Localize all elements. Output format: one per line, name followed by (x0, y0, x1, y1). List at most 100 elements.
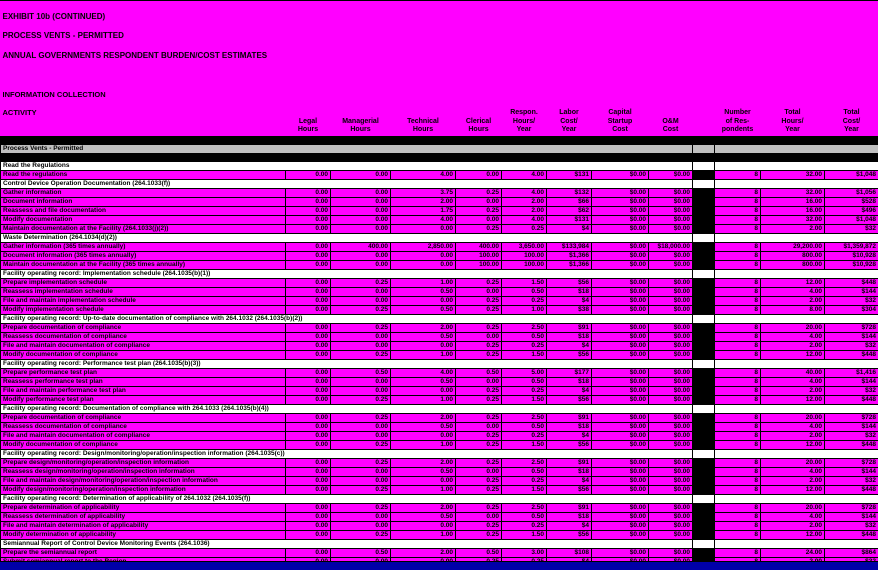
value-cell: $0.00 (591, 475, 649, 486)
exhibit-title: EXHIBIT 10b (CONTINUED) (2, 11, 106, 21)
value-cell: $18 (546, 376, 592, 387)
value-cell: 5.00 (501, 367, 547, 378)
value-cell: 2.50 (501, 502, 547, 513)
gap-cell (692, 367, 715, 378)
value-cell: 0.00 (330, 205, 391, 216)
value-cell: 0.25 (455, 475, 502, 486)
value-cell: 8 (714, 385, 761, 396)
value-cell: $144 (824, 286, 878, 297)
section-title: Facility operating record: Performance t… (0, 358, 693, 369)
value-cell: $177 (546, 367, 592, 378)
value-cell: $0.00 (648, 223, 693, 234)
value-cell: 12.00 (760, 484, 825, 495)
value-cell: $144 (824, 466, 878, 477)
value-cell: 0.00 (285, 430, 331, 441)
table-row: Reassess documentation of compliance 0.00… (0, 331, 878, 342)
value-cell: $0.00 (648, 322, 693, 333)
col-header-technical-hours: Technical Hours (390, 1, 456, 136)
gap-cell (692, 205, 715, 216)
value-cell: 0.25 (330, 277, 391, 288)
value-cell: 2.00 (390, 547, 456, 558)
value-cell: $32 (824, 340, 878, 351)
gap-cell (692, 493, 715, 504)
value-cell: 0.00 (285, 169, 331, 180)
value-cell: 8 (714, 457, 761, 468)
value-cell: $0.00 (591, 457, 649, 468)
value-cell: 0.50 (390, 376, 456, 387)
gap-cell (692, 295, 715, 306)
activity-cell: File and maintain documentation of compl… (0, 430, 286, 441)
value-cell: $1,048 (824, 214, 878, 225)
value-cell: 0.25 (501, 475, 547, 486)
value-cell: $10,928 (824, 259, 878, 270)
value-cell: 100.00 (455, 259, 502, 270)
value-cell: 0.00 (285, 547, 331, 558)
value-cell: 0.50 (390, 331, 456, 342)
table-row: Modify documentation of compliance 0.00 0.… (0, 349, 878, 360)
value-cell: 4.00 (760, 466, 825, 477)
value-cell: $0.00 (591, 169, 649, 180)
section-right-cell (714, 538, 878, 549)
value-cell: $728 (824, 502, 878, 513)
gap-cell (692, 169, 715, 180)
table-row: Prepare determination of applicability 0.… (0, 502, 878, 513)
value-cell: $18,000.00 (648, 241, 693, 252)
value-cell: 0.25 (330, 322, 391, 333)
table-row: Maintain documentation at the Facility (… (0, 223, 878, 234)
table-row: Modify documentation of compliance 0.00 0.… (0, 439, 878, 450)
value-cell: 0.25 (455, 412, 502, 423)
value-cell: 0.00 (455, 196, 502, 207)
value-cell: $0.00 (648, 205, 693, 216)
value-cell: 32.00 (760, 169, 825, 180)
table-row: Prepare performance test plan 0.00 0.50 4.0… (0, 367, 878, 378)
value-cell: 0.50 (501, 286, 547, 297)
value-cell: 0.00 (330, 187, 391, 198)
value-cell: $4 (546, 475, 592, 486)
gap-cell (692, 457, 715, 468)
value-cell: $0.00 (591, 214, 649, 225)
section-right-cell (714, 143, 878, 154)
value-cell: 0.00 (285, 484, 331, 495)
value-cell: 0.00 (330, 286, 391, 297)
value-cell: 4.00 (501, 169, 547, 180)
value-cell: $0.00 (648, 547, 693, 558)
table-row: Gather information (365 times annually) 0… (0, 241, 878, 252)
col-header-legal-hours: Legal Hours (285, 1, 331, 136)
value-cell: $0.00 (591, 502, 649, 513)
value-cell: 0.00 (330, 511, 391, 522)
value-cell: 0.00 (330, 475, 391, 486)
value-cell: 16.00 (760, 205, 825, 216)
section-right-cell (714, 232, 878, 243)
value-cell: $0.00 (591, 466, 649, 477)
value-cell: 0.00 (455, 331, 502, 342)
value-cell: $0.00 (591, 295, 649, 306)
table-row: File and maintain documentation of compl… (0, 430, 878, 441)
table-row: File and maintain design/monitoring/oper… (0, 475, 878, 486)
value-cell: 0.00 (330, 340, 391, 351)
gap-cell (692, 484, 715, 495)
gap-cell (692, 232, 715, 243)
value-cell: 2.00 (760, 385, 825, 396)
gap-cell (692, 178, 715, 189)
value-cell: $0.00 (591, 484, 649, 495)
value-cell: $0.00 (648, 529, 693, 540)
section-title: Facility operating record: Implementatio… (0, 268, 693, 279)
gap-cell (692, 547, 715, 558)
activity-cell: Maintain documentation at the Facility (… (0, 259, 286, 270)
section-title: Facility operating record: Up-to-date do… (0, 313, 693, 324)
value-cell: $0.00 (648, 295, 693, 306)
value-cell: 0.00 (285, 295, 331, 306)
value-cell: 0.00 (285, 511, 331, 522)
value-cell: $0.00 (648, 196, 693, 207)
value-cell: 0.00 (455, 286, 502, 297)
value-cell: $0.00 (648, 340, 693, 351)
value-cell: 0.50 (501, 511, 547, 522)
value-cell: 0.00 (285, 439, 331, 450)
value-cell: $448 (824, 484, 878, 495)
value-cell: 0.00 (285, 367, 331, 378)
value-cell: $728 (824, 412, 878, 423)
value-cell: 2.00 (390, 502, 456, 513)
value-cell: 0.25 (455, 394, 502, 405)
value-cell: $4 (546, 295, 592, 306)
gap-cell (692, 143, 715, 154)
